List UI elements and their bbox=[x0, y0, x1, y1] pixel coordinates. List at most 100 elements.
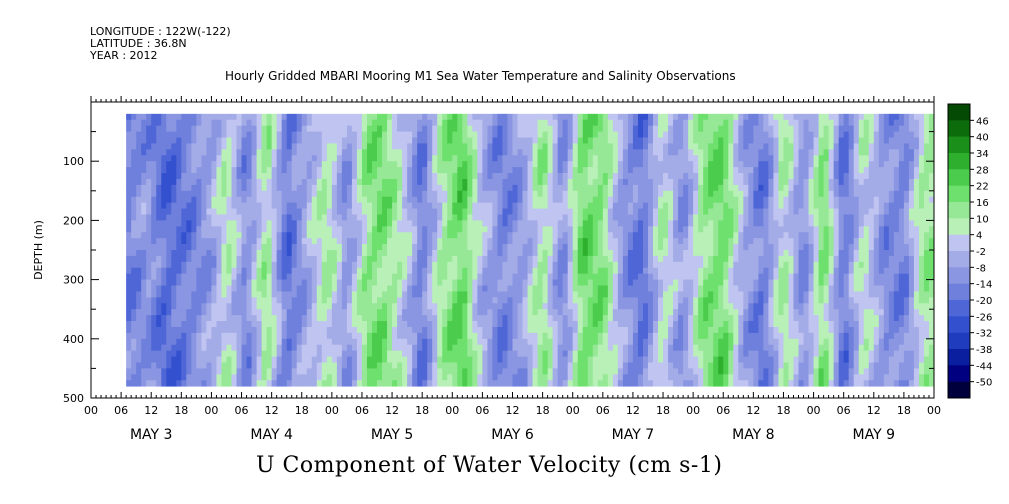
heatmap-cell bbox=[216, 279, 222, 286]
heatmap-cell bbox=[196, 291, 202, 298]
heatmap-cell bbox=[146, 202, 152, 209]
heatmap-cell bbox=[407, 279, 413, 286]
heatmap-cell bbox=[136, 279, 142, 286]
heatmap-cell bbox=[236, 297, 242, 304]
heatmap-cell bbox=[321, 291, 328, 298]
heatmap-cell bbox=[372, 238, 378, 245]
heatmap-cell bbox=[567, 119, 574, 127]
heatmap-cell bbox=[346, 261, 353, 269]
heatmap-cell bbox=[437, 161, 443, 168]
heatmap-cell bbox=[226, 267, 232, 275]
heatmap-cell bbox=[572, 326, 579, 334]
heatmap-cell bbox=[366, 285, 373, 292]
heatmap-cell bbox=[522, 125, 528, 132]
heatmap-cell bbox=[186, 173, 192, 180]
heatmap-cell bbox=[402, 220, 408, 227]
heatmap-cell bbox=[186, 131, 192, 138]
heatmap-cell bbox=[577, 167, 584, 174]
heatmap-cell bbox=[627, 214, 634, 221]
heatmap-cell bbox=[351, 208, 358, 215]
heatmap-cell bbox=[642, 232, 649, 239]
heatmap-cell bbox=[497, 362, 503, 369]
heatmap-cell bbox=[201, 356, 207, 363]
heatmap-cell bbox=[552, 119, 559, 127]
heatmap-cell bbox=[537, 303, 544, 310]
heatmap-cell bbox=[452, 202, 458, 209]
heatmap-cell bbox=[341, 321, 348, 328]
heatmap-cell bbox=[236, 184, 242, 192]
heatmap-cell bbox=[246, 113, 252, 121]
heatmap-cell bbox=[442, 321, 448, 328]
heatmap-cell bbox=[216, 208, 222, 215]
heatmap-cell bbox=[236, 155, 242, 162]
heatmap-cell bbox=[632, 303, 639, 310]
heatmap-cell bbox=[321, 374, 328, 381]
heatmap-cell bbox=[562, 291, 569, 298]
heatmap-cell bbox=[582, 368, 589, 375]
heatmap-cell bbox=[241, 190, 247, 198]
heatmap-cell bbox=[126, 356, 132, 363]
heatmap-cell bbox=[281, 143, 288, 150]
heatmap-cell bbox=[296, 131, 303, 138]
heatmap-cell bbox=[502, 161, 508, 168]
heatmap-cell bbox=[331, 143, 338, 150]
heatmap-cell bbox=[427, 202, 433, 209]
heatmap-cell bbox=[266, 267, 273, 275]
heatmap-cell bbox=[346, 131, 353, 138]
heatmap-cell bbox=[166, 344, 172, 352]
heatmap-cell bbox=[281, 161, 288, 168]
heatmap-cell bbox=[658, 338, 664, 346]
heatmap-cell bbox=[467, 137, 473, 144]
heatmap-cell bbox=[442, 250, 448, 257]
heatmap-cell bbox=[457, 220, 463, 227]
heatmap-cell bbox=[251, 303, 257, 310]
heatmap-cell bbox=[402, 143, 408, 150]
heatmap-cell bbox=[462, 119, 468, 127]
heatmap-cell bbox=[236, 362, 242, 369]
heatmap-cell bbox=[366, 291, 373, 298]
heatmap-cell bbox=[351, 149, 358, 156]
heatmap-cell bbox=[422, 208, 428, 215]
heatmap-cell bbox=[522, 196, 528, 204]
heatmap-cell bbox=[417, 285, 423, 292]
heatmap-cell bbox=[397, 362, 403, 369]
heatmap-cell bbox=[377, 267, 383, 275]
heatmap-cell bbox=[452, 250, 458, 257]
heatmap-cell bbox=[612, 202, 619, 209]
heatmap-cell bbox=[407, 196, 413, 204]
heatmap-cell bbox=[597, 285, 604, 292]
heatmap-cell bbox=[457, 368, 463, 375]
heatmap-cell bbox=[236, 279, 242, 286]
heatmap-cell bbox=[582, 261, 589, 269]
heatmap-cell bbox=[397, 238, 403, 245]
heatmap-cell bbox=[256, 273, 263, 280]
heatmap-cell bbox=[522, 232, 528, 239]
heatmap-cell bbox=[206, 238, 212, 245]
heatmap-cell bbox=[372, 326, 378, 334]
heatmap-cell bbox=[622, 326, 629, 334]
heatmap-cell bbox=[261, 143, 268, 150]
heatmap-cell bbox=[361, 350, 368, 357]
heatmap-cell bbox=[542, 113, 549, 121]
heatmap-cell bbox=[216, 178, 222, 186]
heatmap-cell bbox=[653, 362, 659, 369]
heatmap-cell bbox=[131, 131, 137, 138]
heatmap-cell bbox=[522, 149, 528, 156]
heatmap-cell bbox=[146, 315, 152, 322]
heatmap-cell bbox=[577, 125, 584, 132]
heatmap-cell bbox=[326, 368, 333, 375]
heatmap-cell bbox=[166, 261, 172, 269]
heatmap-cell bbox=[653, 380, 659, 387]
heatmap-cell bbox=[482, 119, 488, 127]
heatmap-cell bbox=[341, 244, 348, 251]
heatmap-cell bbox=[582, 178, 589, 186]
heatmap-cell bbox=[361, 291, 368, 298]
heatmap-cell bbox=[176, 238, 182, 245]
heatmap-cell bbox=[276, 178, 283, 186]
heatmap-cell bbox=[241, 338, 247, 346]
heatmap-cell bbox=[572, 161, 579, 168]
heatmap-cell bbox=[622, 356, 629, 363]
heatmap-cell bbox=[482, 155, 488, 162]
heatmap-cell bbox=[392, 362, 398, 369]
heatmap-cell bbox=[151, 173, 157, 180]
